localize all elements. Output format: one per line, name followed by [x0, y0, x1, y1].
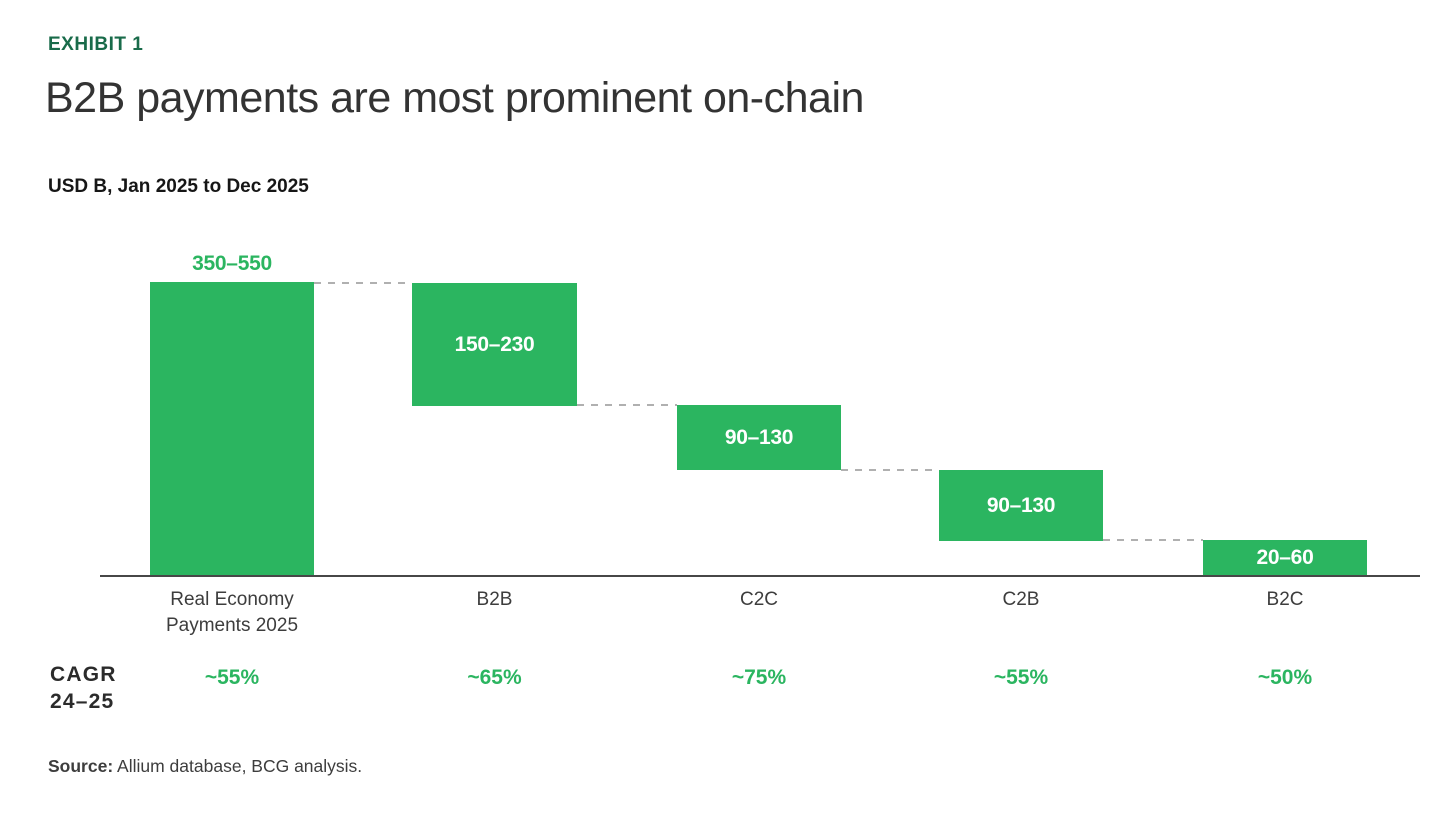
cagr-label-line2: 24–25	[50, 690, 115, 713]
source-text: Allium database, BCG analysis.	[113, 756, 363, 776]
value-label-c2c: 90–130	[724, 425, 794, 449]
x-axis-line	[100, 575, 1420, 577]
waterfall-connector-real-economy-payments-2025-to-b2b	[314, 282, 412, 284]
source-prefix: Source:	[48, 756, 114, 776]
cagr-value-b2b: ~65%	[467, 666, 522, 689]
value-label-real-economy-payments-2025: 350–550	[192, 252, 272, 275]
waterfall-bar-c2c: 90–130	[677, 405, 841, 470]
cagr-value-b2c: ~50%	[1257, 666, 1313, 689]
value-label-c2b: 90–130	[986, 493, 1056, 517]
waterfall-bar-real-economy-payments-2025	[150, 282, 314, 575]
category-label-real-economy-payments-2025: Real Economy Payments 2025	[165, 589, 299, 636]
cagr-row-label: CAGR 24–25	[50, 661, 117, 715]
waterfall-connector-c2c-to-c2b	[841, 469, 939, 471]
cagr-label-line1: CAGR	[50, 663, 117, 686]
value-label-b2b: 150–230	[454, 332, 535, 356]
waterfall-bar-b2b: 150–230	[412, 283, 577, 406]
category-label-b2c: B2C	[1266, 589, 1304, 610]
waterfall-connector-b2b-to-c2c	[577, 404, 677, 406]
waterfall-connector-c2b-to-b2c	[1103, 539, 1203, 541]
cagr-value-real-economy-payments-2025: ~55%	[204, 666, 260, 689]
value-label-b2c: 20–60	[1256, 545, 1314, 569]
waterfall-bar-b2c: 20–60	[1203, 540, 1367, 575]
category-label-c2c: C2C	[739, 589, 778, 610]
category-label-b2b: B2B	[476, 589, 513, 610]
cagr-value-c2c: ~75%	[731, 666, 787, 689]
waterfall-bar-c2b: 90–130	[939, 470, 1103, 541]
page-title: B2B payments are most prominent on-chain	[45, 74, 864, 122]
category-label-c2b: C2B	[1002, 589, 1040, 610]
cagr-value-c2b: ~55%	[993, 666, 1049, 689]
chart-units-subtitle: USD B, Jan 2025 to Dec 2025	[48, 176, 309, 197]
source-line: Source: Allium database, BCG analysis.	[48, 756, 362, 777]
exhibit-number-label: EXHIBIT 1	[48, 34, 144, 55]
